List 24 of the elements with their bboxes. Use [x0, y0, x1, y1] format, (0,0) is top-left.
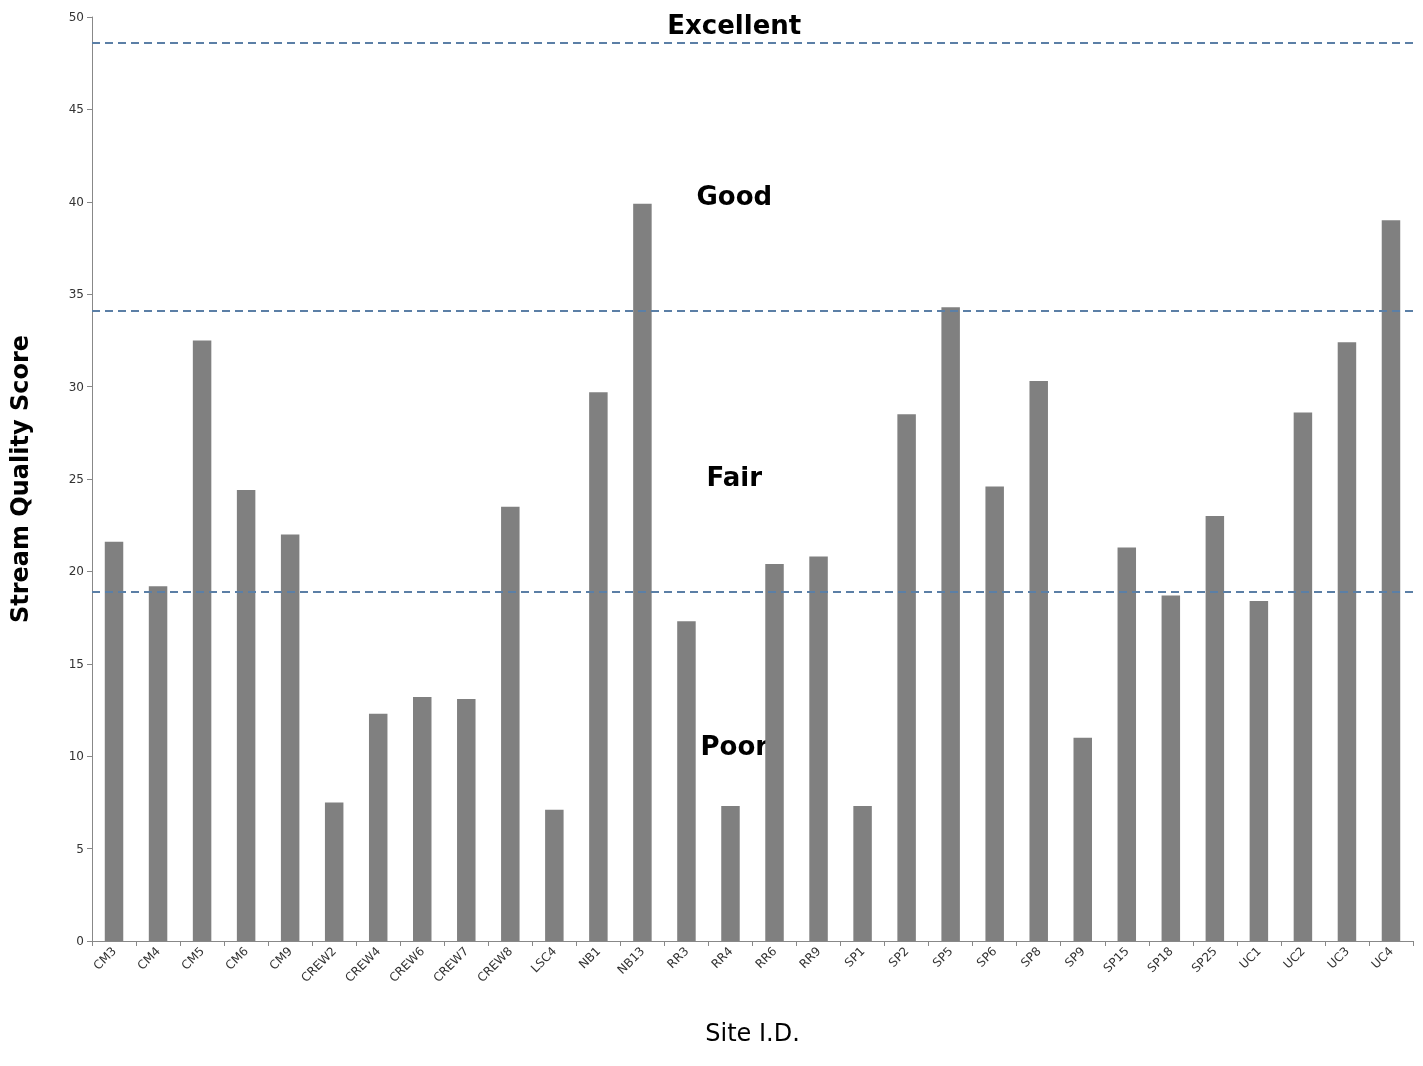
x-tick-label: SP8	[1017, 944, 1044, 970]
annotation: Poor	[700, 731, 769, 762]
y-tick-label: 20	[68, 564, 84, 579]
y-tick-label: 0	[76, 934, 84, 948]
x-tick-label: SP9	[1061, 944, 1088, 970]
y-tick-label: 30	[68, 379, 84, 394]
x-tick-label: UC1	[1236, 944, 1264, 972]
x-tick-label: SP6	[973, 944, 1000, 970]
y-tick-label: 25	[68, 472, 84, 486]
y-tick-label: 10	[68, 749, 84, 764]
y-tick-label: 5	[76, 841, 84, 856]
x-axis-title: Site I.D.	[705, 1019, 800, 1047]
x-tick-label: SP1	[841, 944, 868, 970]
annotation: Fair	[706, 461, 763, 492]
y-axis-title: Stream Quality Score	[6, 334, 34, 624]
annotation: Good	[696, 181, 773, 212]
x-tick-label: SP2	[885, 944, 912, 970]
y-tick-label: 45	[68, 102, 84, 117]
y-tick-label: 15	[68, 656, 84, 671]
y-tick-label: 40	[68, 194, 84, 209]
x-tick-label: SP5	[929, 944, 956, 970]
y-tick-label: 50	[68, 10, 84, 24]
annotation: Excellent	[667, 9, 802, 40]
y-tick-label: 35	[68, 287, 84, 302]
